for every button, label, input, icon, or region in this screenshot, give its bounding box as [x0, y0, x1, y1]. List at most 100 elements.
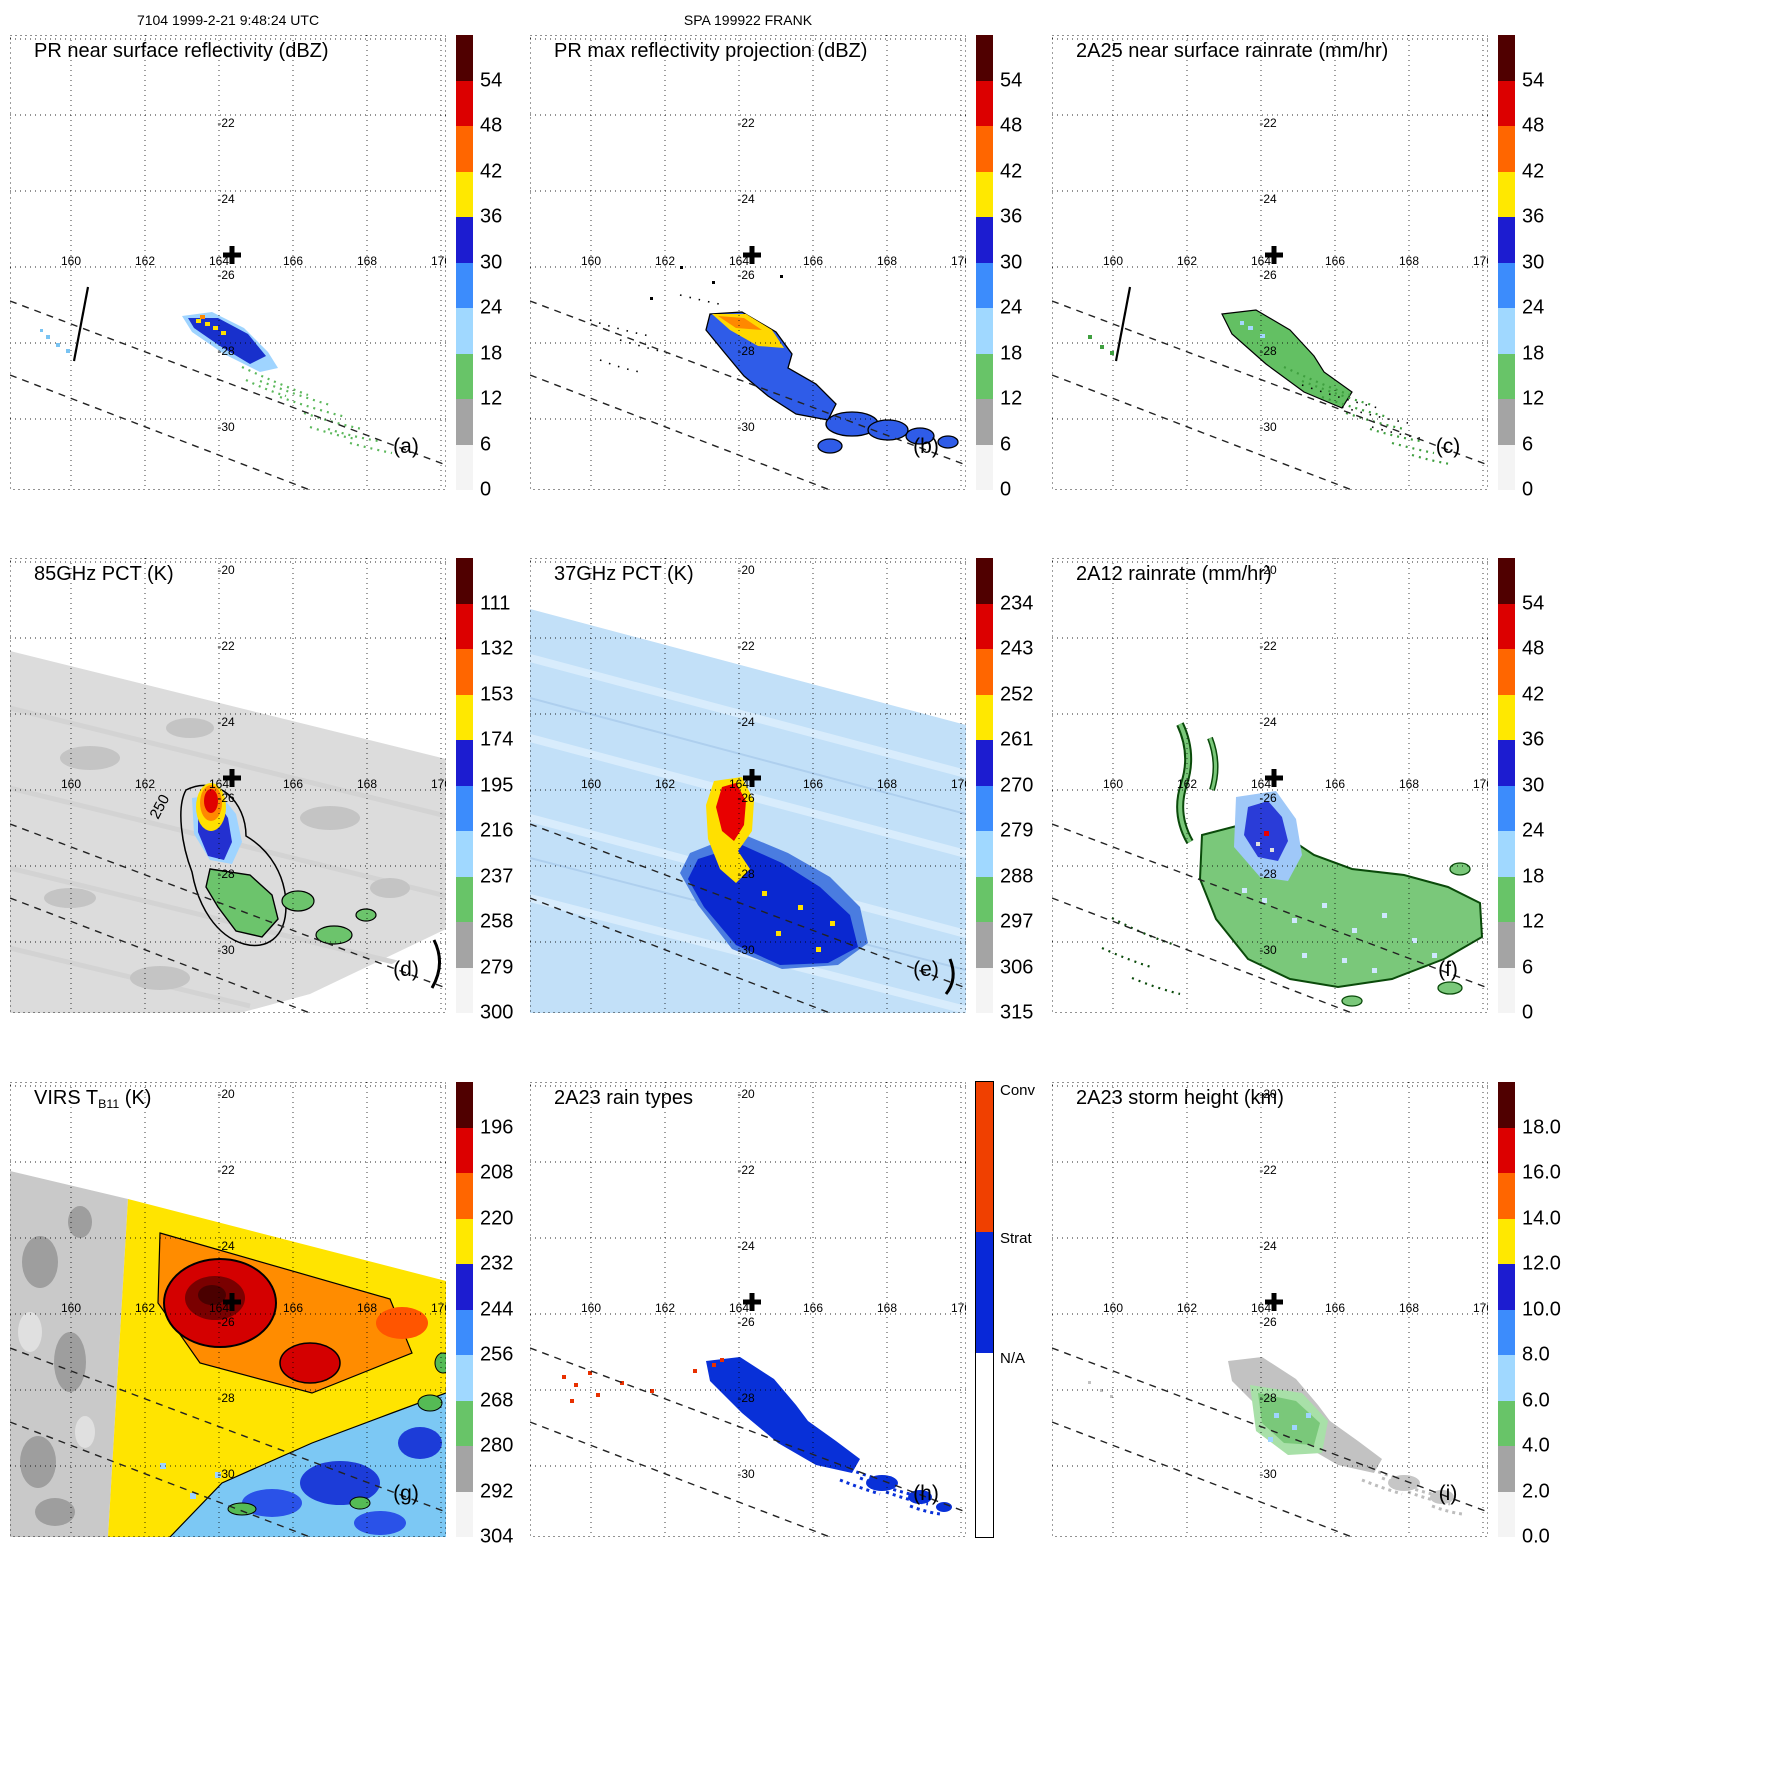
colorbar-tick-label: 42 — [480, 160, 503, 182]
rain-type-label: Strat — [1000, 1229, 1032, 1247]
lat-tick-label: -30 — [1259, 943, 1277, 957]
colorbar-tick-label: 54 — [480, 69, 503, 91]
lat-tick-label: -30 — [737, 1467, 755, 1481]
lat-tick-label: -26 — [737, 1315, 755, 1329]
lat-tick-label: -20 — [217, 563, 235, 577]
swath-edge-lines — [10, 300, 446, 490]
panel-title: 2A23 storm height (km) — [1076, 1087, 1284, 1109]
colorbar-tick-label: 16.0 — [1522, 1161, 1561, 1184]
colorbar-segment — [456, 1082, 473, 1128]
lat-tick-label: -28 — [217, 344, 235, 358]
colorbar-tick-label: 297 — [1000, 910, 1034, 933]
map-i: 160162164166168170-20-22-24-26-28-30 — [1052, 1082, 1488, 1537]
colorbar-segment — [1498, 694, 1515, 740]
colorbar-segment — [456, 649, 473, 695]
lon-tick-label: 166 — [803, 1301, 823, 1315]
lon-tick-label: 162 — [135, 1301, 155, 1315]
lat-tick-label: -30 — [217, 943, 235, 957]
lon-tick-label: 162 — [135, 254, 155, 268]
colorbar-labels-h: Conv Strat N/A — [1000, 1082, 1062, 1542]
colorbar-tick-label: 54 — [1522, 69, 1545, 91]
lat-tick-label: -26 — [1259, 791, 1277, 805]
timestamp-header: 7104 1999-2-21 9:48:24 UTC — [136, 12, 320, 28]
colorbar-ticks-g: 196 208 220 232 244 256 268 280 292 304 — [480, 1082, 542, 1548]
colorbar-tick-label: 256 — [480, 1343, 514, 1366]
colorbar-tick-label: 36 — [1522, 728, 1545, 751]
colorbar-segment — [1498, 1264, 1515, 1310]
lon-tick-label: 168 — [357, 777, 377, 791]
colorbar-tick-label: 24 — [1522, 296, 1545, 319]
swath-edge-lines — [1052, 1347, 1488, 1537]
colorbar-segment — [1498, 649, 1515, 695]
colorbar-segment — [976, 308, 993, 354]
colorbar-tick-label: 24 — [1000, 296, 1023, 319]
lat-tick-label: -28 — [737, 867, 755, 881]
colorbar-segment — [1498, 740, 1515, 786]
lat-tick-label: -28 — [1259, 1391, 1277, 1405]
colorbar-tick-label: 268 — [480, 1389, 514, 1411]
colorbar-segment — [976, 649, 993, 695]
colorbar-tick-label: 18 — [1522, 865, 1545, 887]
lat-tick-label: -30 — [1259, 1467, 1277, 1481]
colorbar-segment — [456, 694, 473, 740]
lon-tick-label: 168 — [357, 254, 377, 268]
lat-tick-label: -24 — [737, 715, 755, 729]
colorbar-tick-label: 244 — [480, 1298, 514, 1320]
colorbar-f — [1498, 558, 1515, 1013]
lat-tick-label: -22 — [1259, 1163, 1277, 1177]
lat-tick-label: -24 — [1259, 1239, 1277, 1253]
colorbar-tick-label: 30 — [1522, 251, 1545, 273]
colorbar-segment — [976, 171, 993, 217]
colorbar-ticks-f: 54 48 42 36 30 24 18 12 6 0 — [1522, 558, 1584, 1024]
colorbar-segment — [1498, 1173, 1515, 1219]
colorbar-tick-label: 14.0 — [1522, 1207, 1561, 1229]
lon-tick-label: 166 — [1325, 777, 1345, 791]
colorbar-segment — [456, 1173, 473, 1219]
lat-tick-label: -30 — [737, 420, 755, 434]
colorbar-tick-label: 36 — [1000, 205, 1023, 228]
colorbar-segment — [976, 876, 993, 922]
lat-tick-label: -28 — [217, 867, 235, 881]
lon-tick-label: 160 — [581, 777, 601, 791]
lat-tick-label: -28 — [1259, 344, 1277, 358]
panel-title: 2A12 rainrate (mm/hr) — [1076, 563, 1272, 585]
colorbar-h — [975, 1081, 994, 1538]
colorbar-tick-label: 0 — [480, 478, 492, 501]
lat-tick-label: -26 — [1259, 268, 1277, 282]
cross-section-line — [72, 286, 90, 362]
colorbar-segment — [1498, 1446, 1515, 1492]
lat-tick-label: -26 — [217, 1315, 235, 1329]
lat-tick-label: -26 — [737, 268, 755, 282]
colorbar-segment — [1498, 35, 1515, 81]
colorbar-tick-label: 12 — [1522, 387, 1545, 410]
colorbar-segment — [1498, 1400, 1515, 1446]
lat-tick-label: -28 — [737, 1391, 755, 1405]
colorbar-tick-label: 4.0 — [1522, 1434, 1550, 1457]
panel-f: 160162164166168170-20-22-24-26-28-30 2A1… — [1052, 558, 1584, 1028]
lat-tick-label: -30 — [737, 943, 755, 957]
colorbar-tick-label: 12 — [1000, 387, 1023, 410]
colorbar-tick-label: 54 — [1522, 592, 1545, 614]
colorbar-tick-label: 6 — [1522, 433, 1534, 455]
lat-tick-label: -28 — [217, 1391, 235, 1405]
colorbar-ticks-c: 54 48 42 36 30 24 18 12 6 0 — [1522, 35, 1584, 501]
colorbar-segment — [976, 1082, 993, 1233]
colorbar-tick-label: 0 — [1522, 478, 1534, 501]
lat-tick-label: -22 — [217, 1163, 235, 1177]
colorbar-tick-label: 300 — [480, 1001, 514, 1024]
colorbar-tick-label: 306 — [1000, 956, 1034, 978]
panel-letter: (e) — [913, 958, 939, 981]
colorbar-tick-label: 18 — [1000, 342, 1023, 364]
storm-center-marker — [1265, 769, 1283, 787]
lon-tick-label: 166 — [1325, 1301, 1345, 1315]
lon-tick-label: 168 — [1399, 1301, 1419, 1315]
map-f: 160162164166168170-20-22-24-26-28-30 — [1052, 558, 1488, 1013]
colorbar-segment — [456, 399, 473, 445]
lat-tick-label: -22 — [737, 116, 755, 130]
colorbar-tick-label: 279 — [480, 956, 514, 978]
lon-tick-label: 160 — [61, 1301, 81, 1315]
colorbar-tick-label: 270 — [1000, 774, 1034, 796]
colorbar-segment — [456, 922, 473, 968]
colorbar-segment — [976, 80, 993, 126]
